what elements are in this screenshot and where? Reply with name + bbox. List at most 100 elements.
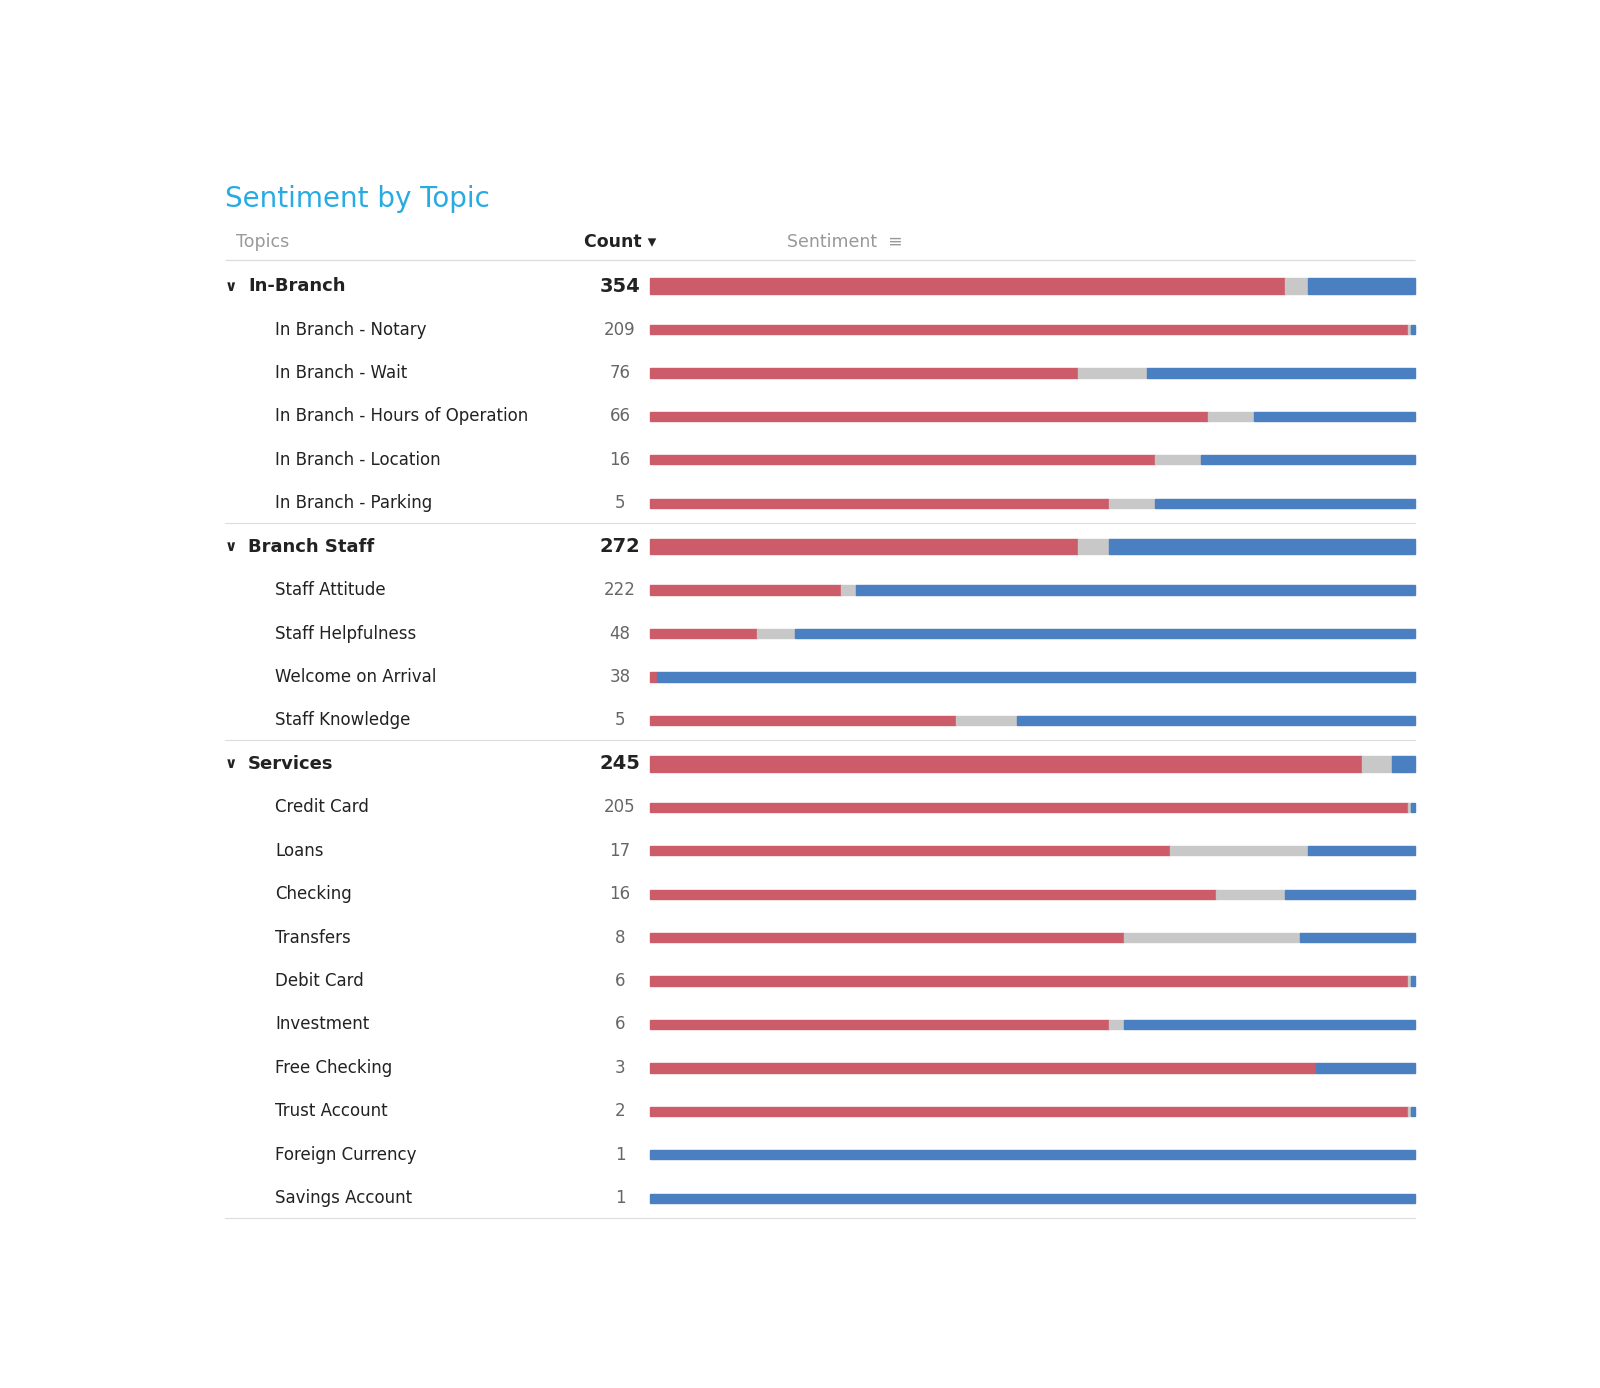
- Bar: [1202, 455, 1414, 465]
- Text: 38: 38: [610, 668, 630, 686]
- Bar: [650, 325, 1408, 335]
- Bar: [1309, 847, 1416, 855]
- Text: 5: 5: [614, 712, 626, 730]
- Text: Branch Staff: Branch Staff: [248, 537, 374, 555]
- Bar: [856, 586, 1414, 594]
- Bar: [1170, 847, 1309, 855]
- Bar: [1411, 1106, 1416, 1116]
- Bar: [650, 716, 955, 725]
- Text: 222: 222: [605, 582, 635, 600]
- Text: 5: 5: [614, 494, 626, 512]
- Text: Foreign Currency: Foreign Currency: [275, 1145, 416, 1163]
- Text: Sentiment  ≡: Sentiment ≡: [787, 233, 902, 251]
- Bar: [658, 672, 1414, 682]
- Bar: [1018, 716, 1416, 725]
- Bar: [650, 1194, 1414, 1203]
- Bar: [1254, 412, 1416, 421]
- Bar: [1109, 498, 1155, 508]
- Bar: [1408, 1106, 1411, 1116]
- Text: 6: 6: [614, 1016, 626, 1034]
- Bar: [1109, 1020, 1125, 1029]
- Text: 354: 354: [600, 276, 640, 296]
- Text: Free Checking: Free Checking: [275, 1059, 392, 1077]
- Bar: [650, 539, 1078, 554]
- Bar: [650, 1151, 1414, 1159]
- Text: Count ▾: Count ▾: [584, 233, 656, 251]
- Text: 272: 272: [600, 537, 640, 557]
- Bar: [650, 279, 1285, 294]
- Bar: [650, 802, 1408, 812]
- Text: Staff Helpfulness: Staff Helpfulness: [275, 625, 416, 643]
- Bar: [1411, 325, 1416, 335]
- Bar: [650, 586, 842, 594]
- Bar: [795, 629, 1416, 638]
- Bar: [1155, 455, 1202, 465]
- Text: In Branch - Notary: In Branch - Notary: [275, 321, 427, 339]
- Text: 3: 3: [614, 1059, 626, 1077]
- Text: Credit Card: Credit Card: [275, 798, 370, 816]
- Bar: [650, 756, 1362, 772]
- Bar: [650, 498, 1109, 508]
- Bar: [650, 1106, 1408, 1116]
- Bar: [955, 716, 1018, 725]
- Bar: [1125, 1020, 1414, 1029]
- Bar: [650, 368, 1078, 378]
- Text: Staff Attitude: Staff Attitude: [275, 582, 386, 600]
- Bar: [1078, 539, 1109, 554]
- Bar: [650, 412, 1208, 421]
- Bar: [650, 672, 658, 682]
- Bar: [1155, 498, 1414, 508]
- Bar: [650, 455, 1155, 465]
- Bar: [650, 976, 1408, 985]
- Text: In Branch - Wait: In Branch - Wait: [275, 364, 408, 382]
- Text: In Branch - Location: In Branch - Location: [275, 451, 442, 469]
- Bar: [1208, 412, 1254, 421]
- Bar: [1362, 756, 1392, 772]
- Text: 8: 8: [614, 929, 626, 947]
- Bar: [650, 629, 757, 638]
- Bar: [1315, 1063, 1414, 1073]
- Text: 2: 2: [614, 1102, 626, 1120]
- Bar: [842, 586, 856, 594]
- Text: In Branch - Hours of Operation: In Branch - Hours of Operation: [275, 407, 528, 425]
- Text: In Branch - Parking: In Branch - Parking: [275, 494, 432, 512]
- Text: 16: 16: [610, 886, 630, 904]
- Text: Welcome on Arrival: Welcome on Arrival: [275, 668, 437, 686]
- Bar: [1408, 325, 1411, 335]
- Text: Sentiment by Topic: Sentiment by Topic: [224, 185, 490, 212]
- Bar: [650, 847, 1170, 855]
- Bar: [1309, 279, 1416, 294]
- Text: Trust Account: Trust Account: [275, 1102, 387, 1120]
- Text: Debit Card: Debit Card: [275, 972, 363, 990]
- Text: Staff Knowledge: Staff Knowledge: [275, 712, 411, 730]
- Text: ∨: ∨: [224, 279, 243, 294]
- Bar: [650, 1020, 1109, 1029]
- Bar: [757, 629, 795, 638]
- Text: 1: 1: [614, 1145, 626, 1163]
- Bar: [1285, 890, 1416, 899]
- Text: Checking: Checking: [275, 886, 352, 904]
- Text: Transfers: Transfers: [275, 929, 350, 947]
- Text: Investment: Investment: [275, 1016, 370, 1034]
- Bar: [1216, 890, 1285, 899]
- Text: 245: 245: [600, 754, 640, 773]
- Bar: [1408, 976, 1411, 985]
- Bar: [1078, 368, 1147, 378]
- Text: Savings Account: Savings Account: [275, 1190, 413, 1208]
- Text: 66: 66: [610, 407, 630, 425]
- Bar: [1411, 802, 1416, 812]
- Text: 16: 16: [610, 451, 630, 469]
- Bar: [1408, 802, 1411, 812]
- Text: 76: 76: [610, 364, 630, 382]
- Text: 17: 17: [610, 841, 630, 859]
- Bar: [650, 890, 1216, 899]
- Text: Topics: Topics: [237, 233, 290, 251]
- Text: 6: 6: [614, 972, 626, 990]
- Bar: [1392, 756, 1414, 772]
- Bar: [1147, 368, 1414, 378]
- Bar: [650, 1063, 1315, 1073]
- Text: 48: 48: [610, 625, 630, 643]
- Bar: [1411, 976, 1416, 985]
- Text: ∨: ∨: [224, 539, 243, 554]
- Bar: [1125, 933, 1301, 942]
